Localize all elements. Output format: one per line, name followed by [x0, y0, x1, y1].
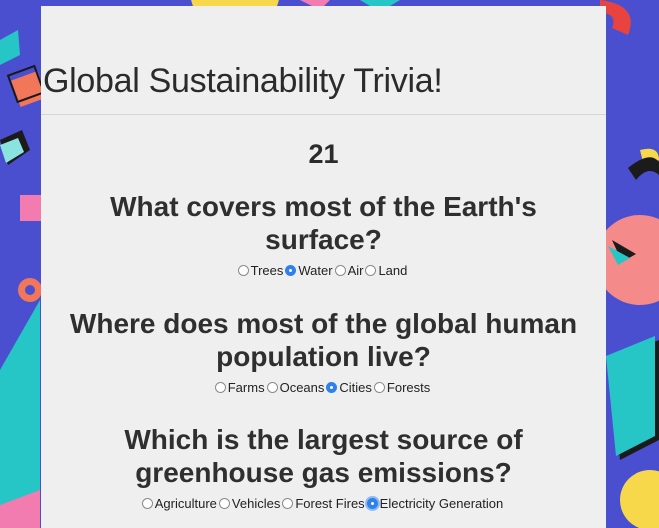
radio-cities[interactable] [326, 382, 338, 393]
option-land[interactable]: Land [365, 263, 407, 278]
question-1-text: What covers most of the Earth's surface? [110, 191, 537, 255]
option-cities[interactable]: Cities [326, 380, 372, 395]
radio-vehicles[interactable] [218, 498, 230, 509]
option-forests-label: Forests [386, 380, 431, 395]
radio-forest-fires[interactable] [282, 498, 294, 509]
option-water[interactable]: Water [285, 263, 333, 278]
question-3-options: Agriculture Vehicles Forest Fires Electr… [41, 496, 606, 511]
radio-land[interactable] [365, 265, 377, 276]
option-forests[interactable]: Forests [373, 380, 431, 395]
option-oceans-label: Oceans [279, 380, 325, 395]
radio-trees[interactable] [237, 265, 249, 276]
option-air-label: Air [347, 263, 364, 278]
countdown-timer: 21 [308, 139, 339, 169]
radio-agriculture[interactable] [141, 498, 153, 509]
option-vehicles-label: Vehicles [231, 496, 281, 511]
option-agriculture[interactable]: Agriculture [141, 496, 217, 511]
title-divider [41, 114, 606, 115]
quiz-card: Global Sustainability Trivia! 21 What co… [41, 6, 606, 528]
radio-electricity-generation[interactable] [366, 498, 378, 509]
option-forest-fires-label: Forest Fires [295, 496, 365, 511]
radio-farms[interactable] [214, 382, 226, 393]
option-electricity-generation-label: Electricity Generation [379, 496, 504, 511]
radio-water[interactable] [285, 265, 297, 276]
radio-air[interactable] [334, 265, 346, 276]
option-vehicles[interactable]: Vehicles [218, 496, 281, 511]
option-land-label: Land [378, 263, 408, 278]
question-3-text: Which is the largest source of greenhous… [124, 424, 523, 488]
radio-oceans[interactable] [266, 382, 278, 393]
option-agriculture-label: Agriculture [154, 496, 217, 511]
question-2: Where does most of the global human popu… [41, 307, 606, 395]
radio-forests[interactable] [373, 382, 385, 393]
option-oceans[interactable]: Oceans [266, 380, 325, 395]
question-1: What covers most of the Earth's surface?… [41, 190, 606, 278]
option-trees[interactable]: Trees [237, 263, 284, 278]
option-trees-label: Trees [250, 263, 284, 278]
option-forest-fires[interactable]: Forest Fires [282, 496, 365, 511]
option-water-label: Water [298, 263, 333, 278]
question-3: Which is the largest source of greenhous… [41, 423, 606, 511]
question-2-text: Where does most of the global human popu… [69, 308, 578, 372]
page-title: Global Sustainability Trivia! [43, 62, 443, 100]
option-air[interactable]: Air [334, 263, 364, 278]
option-farms[interactable]: Farms [214, 380, 265, 395]
option-farms-label: Farms [227, 380, 265, 395]
option-cities-label: Cities [339, 380, 372, 395]
option-electricity-generation[interactable]: Electricity Generation [366, 496, 504, 511]
question-2-options: Farms Oceans Cities Forests [41, 380, 606, 395]
question-1-options: Trees Water Air Land [41, 263, 606, 278]
